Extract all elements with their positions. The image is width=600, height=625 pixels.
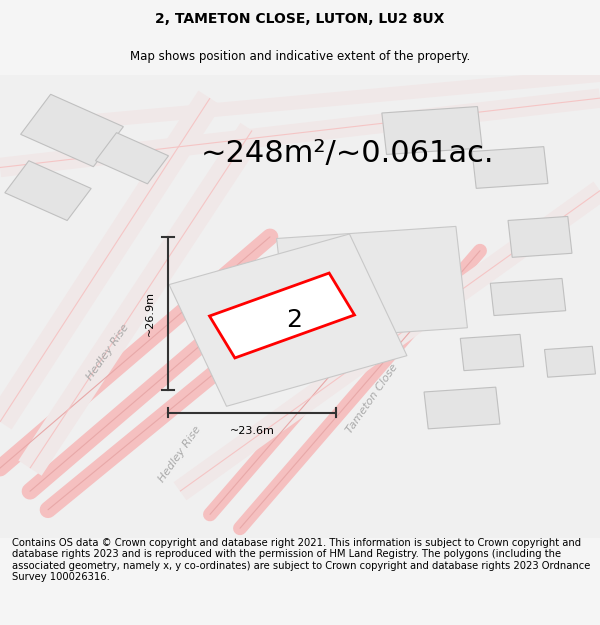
Polygon shape [460, 334, 524, 371]
Text: Map shows position and indicative extent of the property.: Map shows position and indicative extent… [130, 50, 470, 62]
Polygon shape [209, 273, 355, 358]
Text: 2: 2 [286, 308, 302, 332]
Polygon shape [490, 279, 566, 316]
Text: Tameton Close: Tameton Close [344, 362, 400, 435]
Polygon shape [20, 94, 124, 167]
Text: Hedley Rise: Hedley Rise [157, 424, 203, 484]
Text: Hedley Rise: Hedley Rise [85, 322, 131, 382]
Polygon shape [169, 234, 407, 406]
Polygon shape [545, 346, 595, 377]
Text: ~26.9m: ~26.9m [145, 291, 155, 336]
Polygon shape [5, 161, 91, 221]
Polygon shape [424, 387, 500, 429]
Text: Contains OS data © Crown copyright and database right 2021. This information is : Contains OS data © Crown copyright and d… [12, 538, 590, 582]
Text: 2, TAMETON CLOSE, LUTON, LU2 8UX: 2, TAMETON CLOSE, LUTON, LU2 8UX [155, 12, 445, 26]
Polygon shape [508, 216, 572, 258]
Polygon shape [382, 106, 482, 154]
Polygon shape [277, 226, 467, 340]
Polygon shape [0, 75, 600, 538]
Polygon shape [95, 132, 169, 184]
Polygon shape [472, 147, 548, 188]
Text: ~248m²/~0.061ac.: ~248m²/~0.061ac. [201, 139, 495, 168]
Text: ~23.6m: ~23.6m [230, 426, 274, 436]
